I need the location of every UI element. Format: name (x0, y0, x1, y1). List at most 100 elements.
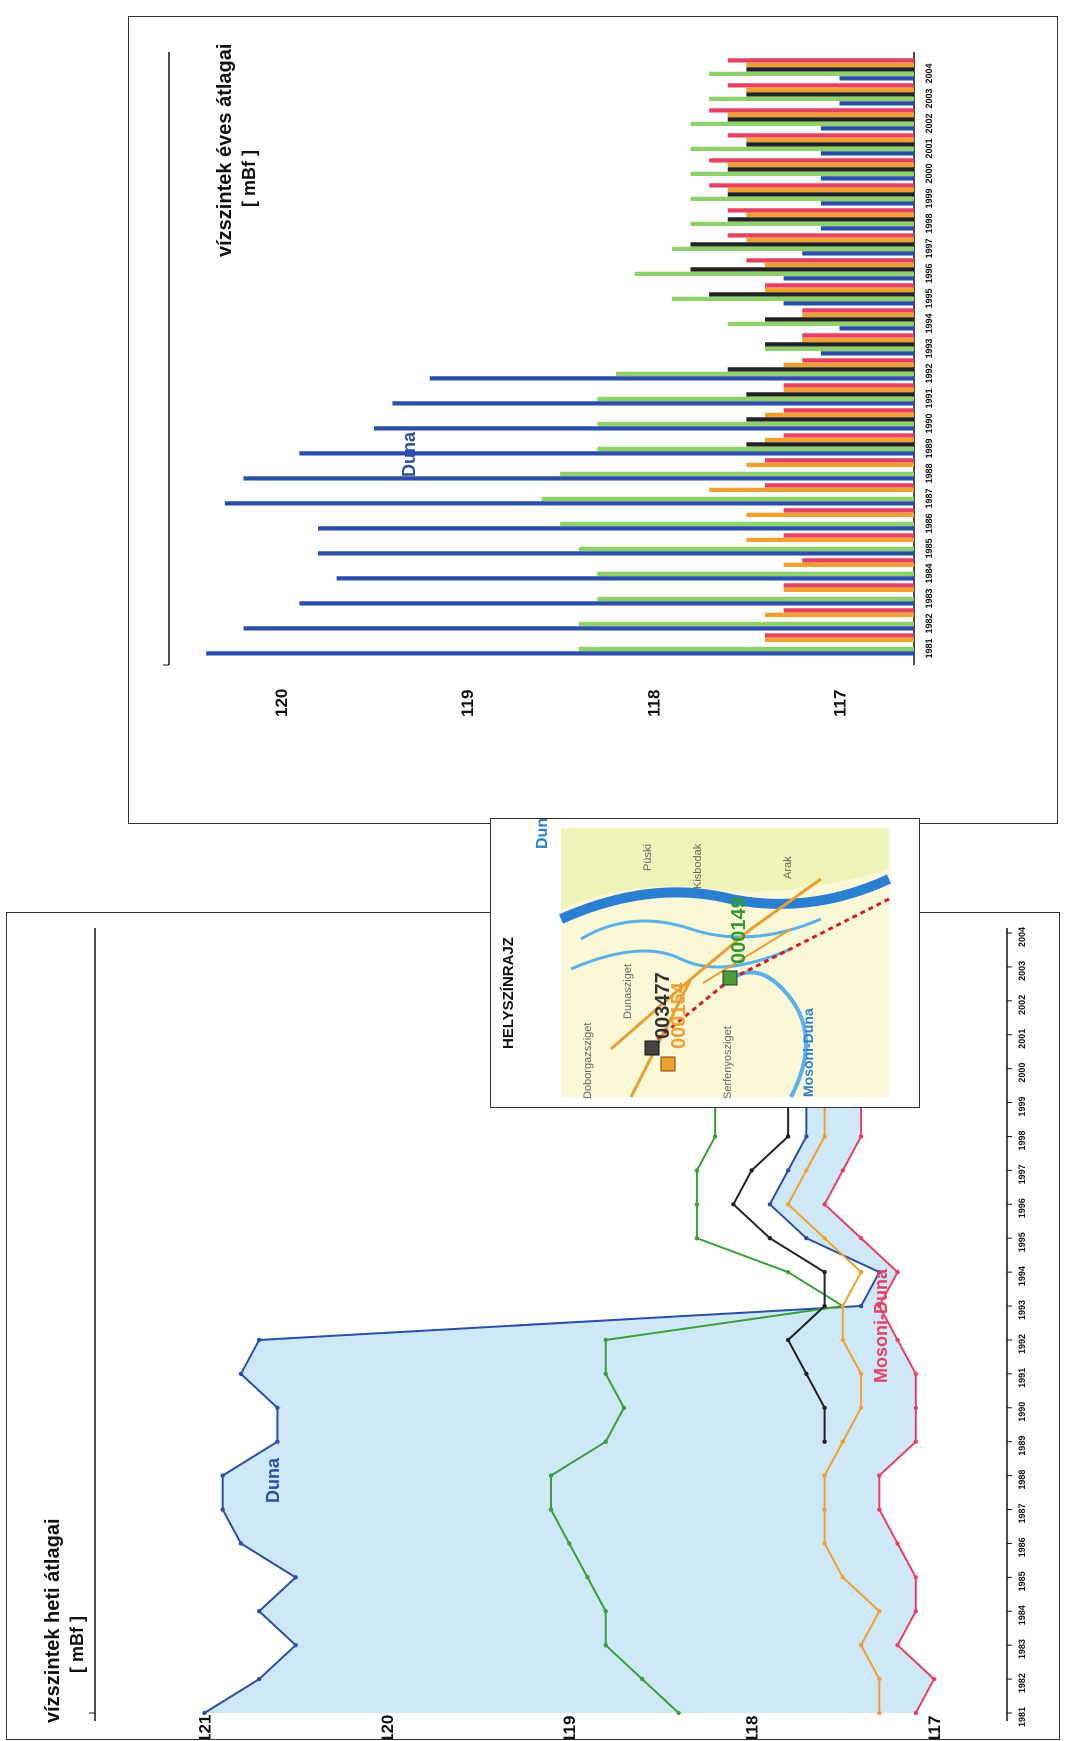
annual-y-tick-119: 119 (458, 690, 477, 717)
annual-year-1989: 1989 (924, 438, 934, 458)
annual-bar-2003-1 (746, 87, 914, 93)
annual-bar-1992-3 (616, 371, 914, 377)
annual-bar-2003-3 (709, 96, 914, 102)
weekly-point-0-1992 (256, 1337, 262, 1343)
annual-bar-1988-1 (746, 462, 914, 468)
annual-year-1985: 1985 (924, 538, 934, 558)
weekly-year-1983: 1983 (1017, 1639, 1027, 1659)
annual-bar-1997-2 (690, 242, 914, 247)
weekly-point-0-1982 (256, 1676, 262, 1682)
weekly-point-0-1996 (767, 1202, 773, 1207)
weekly-unit: [ mBf ] (67, 1616, 87, 1673)
annual-bar-2001-4 (820, 151, 914, 156)
annual-bar-1998-3 (690, 221, 914, 227)
annual-bar-1993-1 (802, 337, 914, 343)
annual-year-1996: 1996 (924, 263, 934, 283)
annual-bar-1983-4 (299, 601, 914, 606)
annual-bar-1996-0 (746, 258, 914, 263)
map-place-2: Dunasziget (622, 964, 634, 1019)
weekly-plot-area (94, 928, 1008, 1721)
annual-bar-1998-4 (820, 226, 914, 231)
annual-bar-1991-2 (746, 392, 914, 397)
annual-bar-1995-4 (783, 301, 914, 306)
annual-bar-1985-1 (746, 537, 914, 543)
annual-bar-2001-2 (746, 142, 914, 147)
annual-year-1988: 1988 (924, 463, 934, 483)
weekly-point-0-1997 (785, 1168, 791, 1173)
weekly-point-3-1986 (822, 1541, 827, 1546)
annual-bar-1999-1 (727, 187, 914, 193)
weekly-point-3-1998 (822, 1134, 827, 1139)
annual-year-2004: 2004 (924, 63, 934, 83)
map-well-003477 (644, 1040, 660, 1056)
annual-bar-2004-3 (709, 71, 914, 77)
weekly-point-3-1989 (840, 1439, 846, 1444)
map-well-000149 (722, 970, 738, 986)
annual-year-1999: 1999 (924, 188, 934, 208)
annual-year-1993: 1993 (924, 338, 934, 358)
annual-bar-1998-2 (727, 217, 914, 222)
weekly-year-1994: 1994 (1017, 1266, 1027, 1286)
annual-bar-1982-0 (783, 608, 914, 613)
annual-bar-2002-0 (709, 108, 914, 113)
annual-bar-1995-2 (709, 292, 914, 297)
map-floodplain (561, 829, 889, 909)
annual-bar-1996-2 (690, 267, 914, 272)
annual-label-duna: Duna (399, 431, 419, 477)
site-map-inset: HELYSZÍNRAJZ Duna Mosoni-Duna 000149 003… (490, 818, 920, 1108)
annual-bar-2004-2 (746, 67, 914, 72)
annual-bar-2001-0 (727, 133, 914, 138)
weekly-point-2-1998 (785, 1134, 791, 1139)
map-profile-line (730, 897, 890, 981)
annual-bar-1995-1 (765, 287, 914, 293)
weekly-point-0-1995 (804, 1236, 809, 1241)
annual-bar-1997-3 (671, 246, 914, 252)
weekly-point-2-1996 (731, 1202, 736, 1207)
weekly-point-1-1995 (694, 1236, 700, 1241)
weekly-point-2-1995 (767, 1236, 773, 1241)
annual-bar-1999-2 (727, 192, 914, 197)
weekly-year-1995: 1995 (1017, 1232, 1027, 1252)
weekly-point-0-1991 (238, 1371, 244, 1377)
annual-bar-1990-1 (765, 412, 914, 418)
annual-bar-2000-1 (727, 162, 914, 168)
weekly-point-4-1982 (931, 1676, 937, 1682)
map-well-000154 (660, 1056, 676, 1072)
annual-year-1990: 1990 (924, 413, 934, 433)
weekly-point-1-1997 (694, 1168, 700, 1173)
map-label-mosoni: Mosoni-Duna (800, 1008, 816, 1097)
weekly-point-1-1983 (603, 1642, 608, 1648)
weekly-point-0-1983 (293, 1642, 298, 1648)
annual-bar-1998-0 (727, 208, 914, 213)
annual-bar-1984-0 (802, 558, 914, 563)
annual-bar-1982-1 (765, 612, 914, 618)
annual-bar-1986-3 (560, 521, 914, 527)
weekly-year-2001: 2001 (1017, 1029, 1027, 1049)
weekly-year-2003: 2003 (1017, 961, 1027, 981)
annual-bar-1987-4 (224, 501, 914, 506)
weekly-point-4-1990 (913, 1405, 918, 1410)
annual-chart-panel: 120 119 118 117 1981 1982 1983 1984 1985 1986 198… (128, 16, 1058, 824)
annual-plot-area (168, 52, 915, 665)
annual-bar-1999-4 (820, 201, 914, 206)
weekly-year-1997: 1997 (1017, 1164, 1027, 1184)
annual-year-2000: 2000 (924, 163, 934, 183)
weekly-point-3-1992 (840, 1337, 846, 1343)
annual-chart: 120 119 118 117 198119821983198419851986198… (163, 44, 934, 717)
map-road (610, 877, 822, 1051)
annual-bar-1990-2 (746, 417, 914, 422)
annual-bar-1987-3 (541, 496, 914, 502)
weekly-point-3-1988 (822, 1473, 827, 1478)
annual-bar-1988-0 (765, 458, 914, 463)
annual-bar-1985-4 (318, 551, 914, 556)
weekly-point-4-1997 (840, 1168, 846, 1173)
annual-bar-2004-0 (727, 58, 914, 63)
annual-bar-1996-3 (634, 271, 914, 277)
annual-bar-1991-1 (783, 387, 914, 393)
map-place-kisbodak: Kisbodak (692, 843, 704, 889)
weekly-point-3-1983 (858, 1642, 864, 1648)
annual-bar-1991-4 (392, 401, 914, 406)
annual-bar-1991-3 (597, 396, 914, 402)
weekly-point-0-1984 (256, 1609, 262, 1614)
map-place-serfenyosziget: Serfenyosziget (722, 1026, 734, 1099)
